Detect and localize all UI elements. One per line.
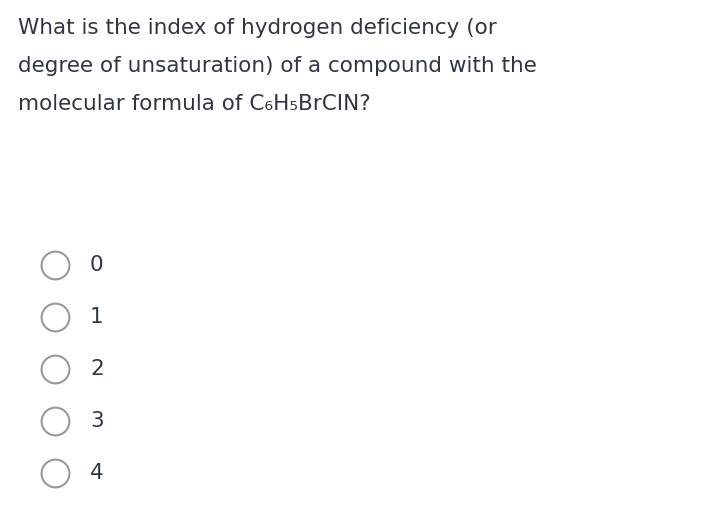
Text: 4: 4	[90, 463, 104, 483]
Text: 2: 2	[90, 359, 104, 379]
Text: 1: 1	[90, 307, 104, 327]
Text: 3: 3	[90, 411, 104, 431]
Text: molecular formula of C₆H₅BrCIN?: molecular formula of C₆H₅BrCIN?	[18, 94, 371, 114]
Text: degree of unsaturation) of a compound with the: degree of unsaturation) of a compound wi…	[18, 56, 537, 76]
Text: 0: 0	[90, 255, 104, 275]
Text: What is the index of hydrogen deficiency (or: What is the index of hydrogen deficiency…	[18, 18, 497, 38]
